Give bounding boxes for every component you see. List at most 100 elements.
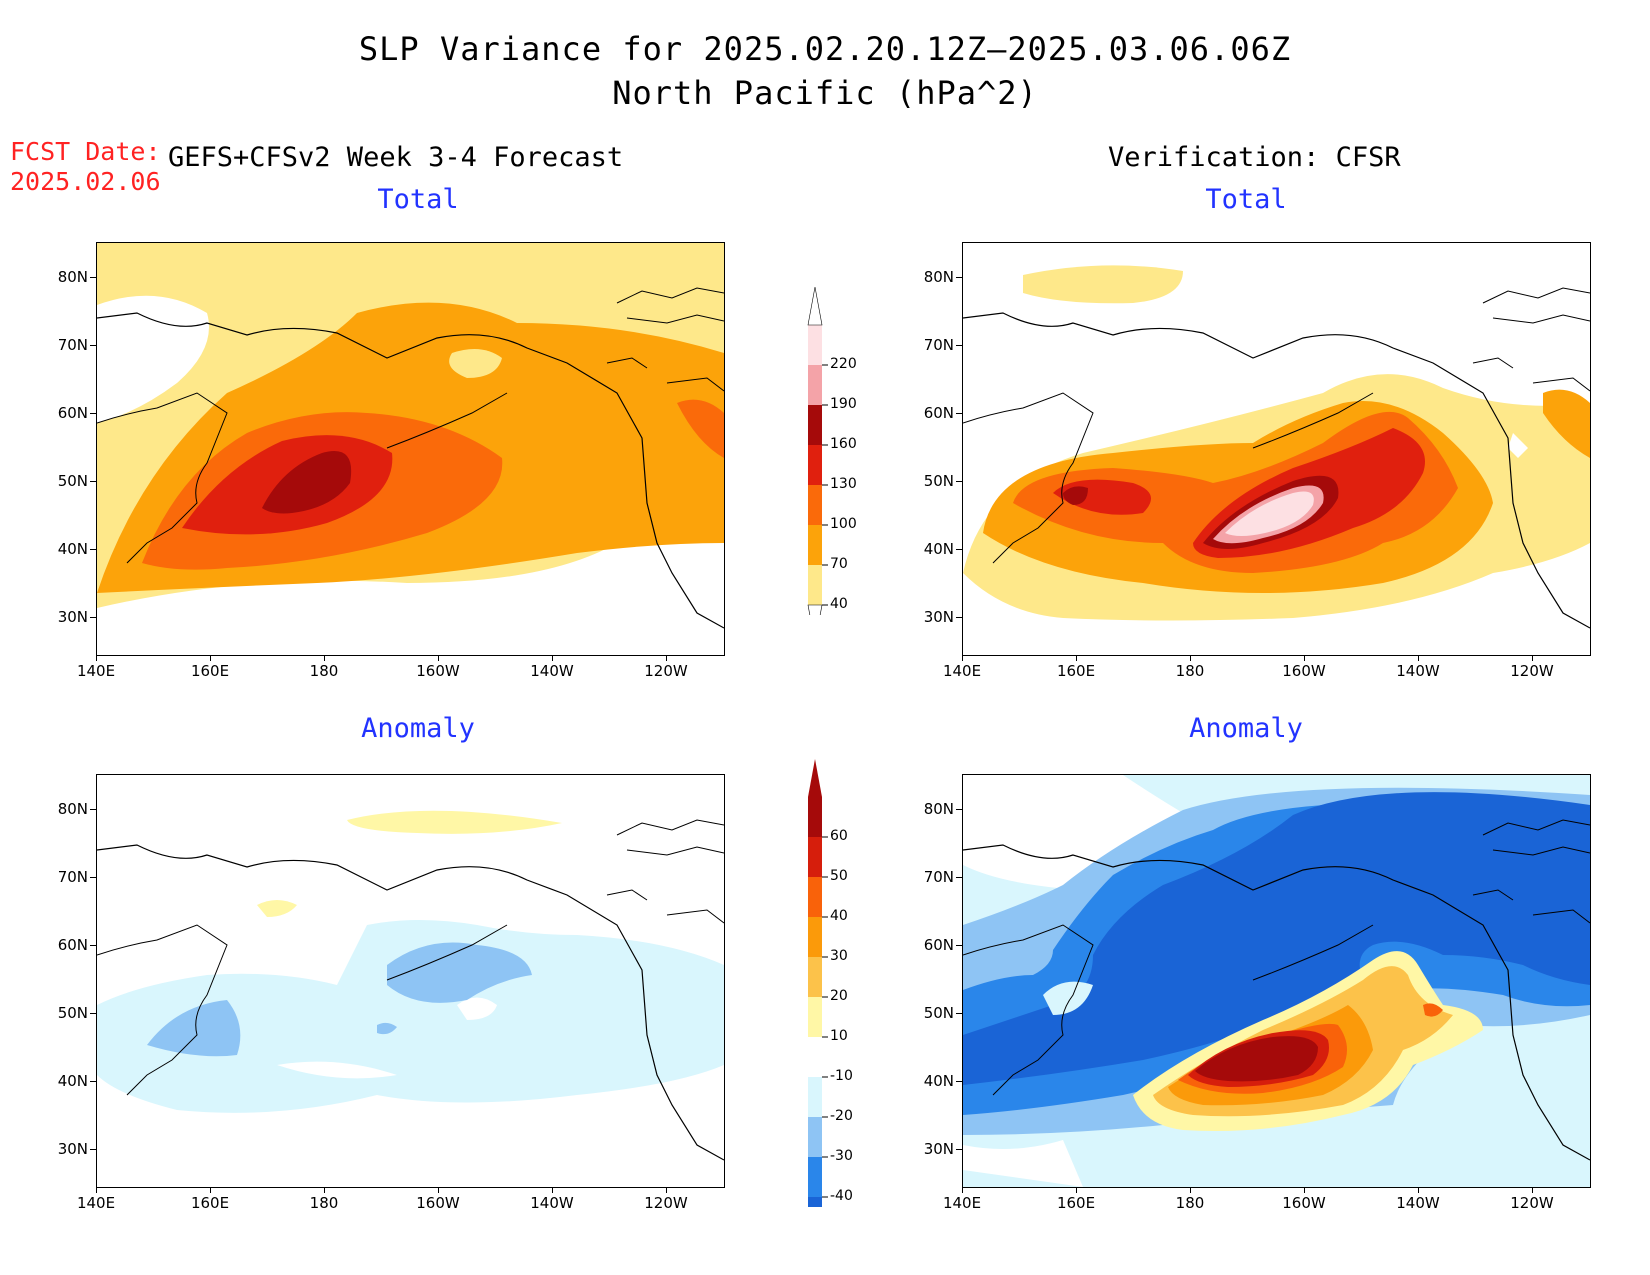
lon-tick-label: 140W (530, 662, 574, 680)
colorbar-swatch (808, 837, 822, 877)
lon-tick-mark (210, 1187, 211, 1193)
lon-tick-label: 160W (1282, 662, 1326, 680)
fcst-label: FCST Date: (10, 137, 161, 166)
lon-tick-label: 120W (644, 1194, 688, 1212)
lat-tick-label: 60N (923, 936, 954, 954)
colorbar-level-label: 100 (830, 516, 857, 532)
forecast-total-field (97, 243, 724, 655)
colorbar-upper-arrow (808, 759, 822, 797)
anomaly-colorbar (808, 759, 828, 1207)
colorbar-swatch (808, 325, 822, 365)
lon-tick-label: 160W (416, 1194, 460, 1212)
lon-tick-mark (666, 1187, 667, 1193)
colorbar-level-label: 50 (830, 868, 848, 884)
colorbar-level-label: 220 (830, 356, 857, 372)
total-colorbar (807, 286, 828, 615)
colorbar-level-label: 160 (830, 436, 857, 452)
colorbar-swatch (808, 1077, 822, 1117)
lon-tick-mark (438, 655, 439, 661)
lon-tick-mark (438, 1187, 439, 1193)
colorbar-swatch (808, 1037, 822, 1077)
lat-tick-mark (90, 277, 96, 278)
lon-tick-label: 140W (530, 1194, 574, 1212)
lat-tick-mark (956, 1149, 962, 1150)
subtitle: North Pacific (hPa^2) (612, 74, 1038, 112)
lon-tick-label: 140E (76, 662, 116, 680)
lat-tick-mark (956, 809, 962, 810)
colorbar-swatch (808, 365, 822, 405)
lon-tick-label: 140E (942, 1194, 982, 1212)
lat-tick-label: 80N (57, 268, 88, 286)
colorbar-swatch (808, 405, 822, 445)
lon-tick-label: 120W (1510, 1194, 1554, 1212)
verification-anomaly-field (963, 775, 1590, 1187)
lat-tick-mark (956, 617, 962, 618)
colorbar-level-label: 20 (830, 988, 848, 1004)
lon-tick-mark (324, 655, 325, 661)
lon-tick-mark (552, 1187, 553, 1193)
lat-tick-mark (956, 1081, 962, 1082)
lon-tick-label: 180 (1175, 662, 1205, 680)
lat-tick-mark (90, 549, 96, 550)
forecast-anomaly-field (97, 775, 724, 1187)
verification-total-map (962, 242, 1591, 656)
lat-tick-mark (956, 277, 962, 278)
lat-tick-label: 50N (923, 472, 954, 490)
lat-tick-label: 40N (57, 1072, 88, 1090)
verification-total-title: Total (1205, 184, 1287, 215)
lon-tick-label: 160W (1282, 1194, 1326, 1212)
lon-tick-mark (962, 655, 963, 661)
lon-tick-label: 180 (309, 662, 339, 680)
lat-tick-label: 70N (923, 336, 954, 354)
lat-tick-mark (90, 617, 96, 618)
lat-tick-label: 60N (923, 404, 954, 422)
colorbar-level-label: 70 (830, 556, 848, 572)
colorbar-swatch (808, 1157, 822, 1197)
lat-tick-mark (90, 481, 96, 482)
lat-tick-label: 80N (923, 268, 954, 286)
lat-tick-label: 60N (57, 404, 88, 422)
lon-tick-mark (962, 1187, 963, 1193)
lat-tick-label: 40N (923, 540, 954, 558)
lon-tick-mark (1190, 1187, 1191, 1193)
colorbar-swatch (808, 797, 822, 837)
lat-tick-label: 60N (57, 936, 88, 954)
colorbar-swatch (808, 877, 822, 917)
lon-tick-mark (1418, 655, 1419, 661)
lat-tick-label: 40N (923, 1072, 954, 1090)
colorbar-swatch (808, 997, 822, 1037)
lon-tick-label: 120W (644, 662, 688, 680)
forecast-total-map (96, 242, 725, 656)
colorbar-swatch (808, 957, 822, 997)
lat-tick-mark (956, 345, 962, 346)
lon-tick-label: 180 (1175, 1194, 1205, 1212)
colorbar-swatch (808, 1197, 822, 1207)
lon-tick-mark (324, 1187, 325, 1193)
lon-tick-mark (666, 655, 667, 661)
forecast-column-heading: GEFS+CFSv2 Week 3-4 Forecast (168, 142, 624, 173)
lon-tick-label: 160W (416, 662, 460, 680)
lat-tick-mark (90, 877, 96, 878)
lon-tick-mark (1532, 655, 1533, 661)
forecast-anomaly-map (96, 774, 725, 1188)
lat-tick-mark (956, 877, 962, 878)
lat-tick-label: 30N (923, 608, 954, 626)
colorbar-level-label: -20 (830, 1108, 853, 1124)
lon-tick-mark (1532, 1187, 1533, 1193)
colorbar-lower-arrow (807, 604, 823, 615)
lon-tick-mark (96, 655, 97, 661)
colorbar-level-label: -10 (830, 1068, 853, 1084)
colorbar-swatch (808, 525, 822, 565)
lon-tick-label: 120W (1510, 662, 1554, 680)
verification-anomaly-title: Anomaly (1189, 713, 1303, 744)
lon-tick-label: 140E (942, 662, 982, 680)
colorbar-level-label: 60 (830, 828, 848, 844)
lon-tick-mark (96, 1187, 97, 1193)
lat-tick-label: 80N (923, 800, 954, 818)
lat-tick-label: 80N (57, 800, 88, 818)
colorbar-level-label: 130 (830, 476, 857, 492)
colorbar-upper-arrow (807, 286, 823, 326)
colorbar-level-label: 30 (830, 948, 848, 964)
lat-tick-mark (90, 413, 96, 414)
lon-tick-mark (210, 655, 211, 661)
